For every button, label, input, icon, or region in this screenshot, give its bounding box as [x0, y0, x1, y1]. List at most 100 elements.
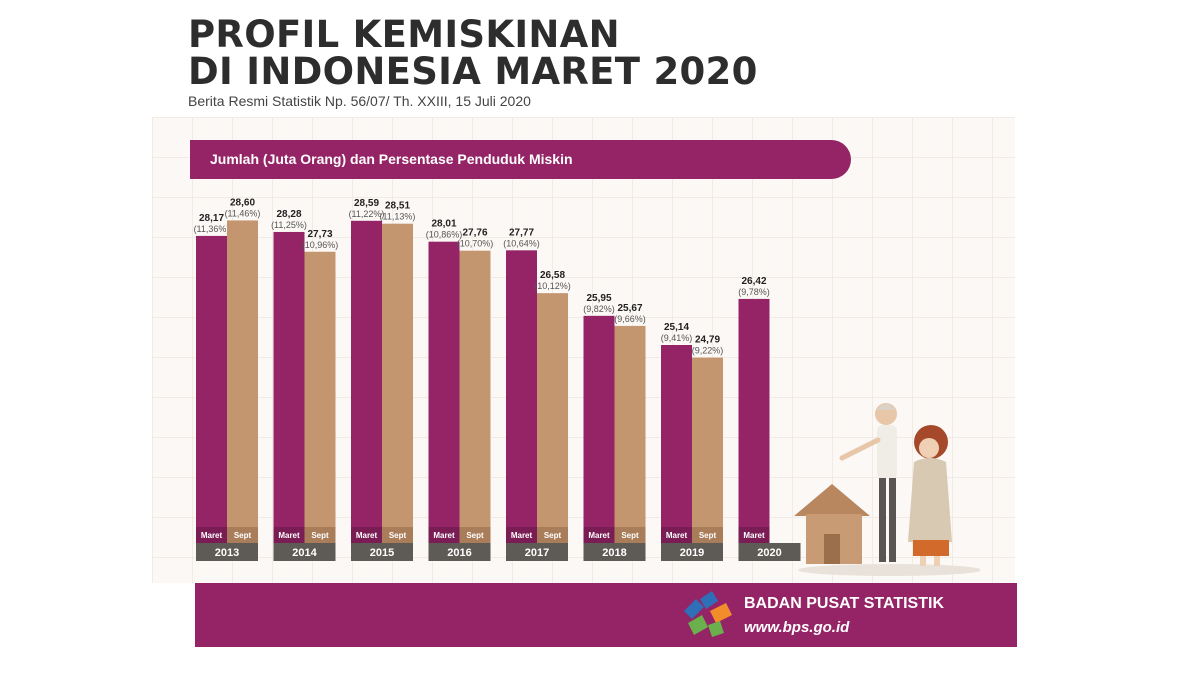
value-label-sept-2013: 28,60 — [230, 197, 255, 208]
agency-website[interactable]: www.bps.go.id — [744, 619, 850, 636]
page-title-line-1: PROFIL KEMISKINAN — [188, 13, 620, 56]
value-label-maret-2014: 28,28 — [276, 209, 301, 220]
bar-maret-2018 — [583, 315, 615, 543]
percent-label-sept-2019: (9,22%) — [692, 346, 724, 356]
series-tag-sept-2018: Sept — [621, 531, 639, 540]
percent-label-sept-2013: (11,46%) — [225, 208, 261, 218]
series-tag-bg-sept-2016 — [459, 527, 491, 543]
value-label-maret-2016: 28,01 — [431, 219, 456, 230]
series-tag-sept-2014: Sept — [311, 531, 329, 540]
value-label-maret-2019: 25,14 — [664, 322, 689, 333]
series-tag-bg-sept-2018 — [614, 527, 646, 543]
bps-logo-icon — [684, 591, 732, 637]
x-tick-2015: 2015 — [370, 547, 394, 559]
bar-maret-2017 — [506, 250, 537, 543]
percent-label-maret-2013: (11,36%) — [194, 224, 230, 234]
series-tag-bg-maret-2018 — [583, 527, 615, 543]
value-label-maret-2020: 26,42 — [741, 276, 766, 287]
chart-title: Jumlah (Juta Orang) dan Persentase Pendu… — [210, 151, 573, 167]
page-subtitle: Berita Resmi Statistik Np. 56/07/ Th. XX… — [188, 93, 531, 109]
series-tag-bg-sept-2017 — [537, 527, 568, 543]
x-tick-2020: 2020 — [757, 547, 781, 559]
bar-sept-2019 — [692, 357, 723, 543]
page-title: PROFIL KEMISKINAN DI INDONESIA MARET 202… — [188, 16, 758, 90]
percent-label-maret-2016: (10,86%) — [426, 230, 463, 240]
series-tag-bg-sept-2019 — [692, 527, 723, 543]
year-band-2020 — [738, 543, 801, 561]
series-tag-sept-2013: Sept — [234, 531, 252, 540]
series-tag-bg-maret-2019 — [661, 527, 692, 543]
series-tag-sept-2019: Sept — [699, 531, 717, 540]
series-tag-maret-2013: Maret — [201, 531, 223, 540]
bar-sept-2016 — [459, 250, 491, 543]
value-label-sept-2019: 24,79 — [695, 335, 720, 346]
bar-maret-2014 — [273, 231, 305, 543]
percent-label-sept-2015: (11,13%) — [380, 212, 416, 222]
bar-sept-2018 — [614, 325, 646, 543]
series-tag-maret-2019: Maret — [666, 531, 688, 540]
value-label-maret-2017: 27,77 — [509, 227, 534, 238]
value-label-sept-2015: 28,51 — [385, 201, 410, 212]
x-tick-2014: 2014 — [292, 547, 317, 559]
series-tag-maret-2020: Maret — [743, 531, 765, 540]
bar-sept-2013 — [227, 220, 258, 543]
series-tag-bg-maret-2013 — [196, 527, 227, 543]
value-label-sept-2014: 27,73 — [307, 229, 332, 240]
series-tag-sept-2015: Sept — [389, 531, 407, 540]
page-title-line-2: DI INDONESIA MARET 2020 — [188, 50, 758, 93]
bar-sept-2017 — [537, 293, 568, 543]
bar-sept-2014 — [304, 251, 336, 543]
footer-band — [195, 583, 1017, 647]
year-band-2015 — [351, 543, 413, 561]
percent-label-sept-2014: (10,96%) — [302, 240, 339, 250]
bar-maret-2013 — [196, 235, 227, 544]
x-tick-2018: 2018 — [602, 547, 626, 559]
series-tag-maret-2018: Maret — [588, 531, 610, 540]
value-label-sept-2018: 25,67 — [617, 303, 642, 314]
year-band-2014 — [273, 543, 336, 561]
chart-title-banner: Jumlah (Juta Orang) dan Persentase Pendu… — [190, 140, 851, 179]
series-tag-bg-sept-2014 — [304, 527, 336, 543]
bar-maret-2016 — [428, 241, 460, 543]
series-tag-bg-maret-2014 — [273, 527, 305, 543]
percent-label-maret-2014: (11,25%) — [271, 220, 307, 230]
series-tag-sept-2017: Sept — [544, 531, 562, 540]
series-tag-bg-maret-2020 — [738, 527, 770, 543]
year-band-2019 — [661, 543, 723, 561]
year-band-2018 — [583, 543, 646, 561]
series-tag-bg-sept-2013 — [227, 527, 258, 543]
series-tag-maret-2014: Maret — [278, 531, 300, 540]
series-tag-bg-maret-2017 — [506, 527, 537, 543]
x-tick-2016: 2016 — [447, 547, 471, 559]
year-band-2016 — [428, 543, 491, 561]
percent-label-maret-2020: (9,78%) — [738, 287, 770, 297]
x-tick-2019: 2019 — [680, 547, 704, 559]
value-label-maret-2015: 28,59 — [354, 198, 379, 209]
bar-maret-2019 — [661, 345, 692, 543]
percent-label-maret-2015: (11,22%) — [349, 209, 385, 219]
series-tag-maret-2015: Maret — [356, 531, 378, 540]
x-tick-2017: 2017 — [525, 547, 549, 559]
percent-label-sept-2017: (10,12%) — [534, 281, 571, 291]
series-tag-maret-2016: Maret — [433, 531, 455, 540]
percent-label-maret-2019: (9,41%) — [661, 333, 693, 343]
value-label-sept-2017: 26,58 — [540, 270, 565, 281]
x-tick-2013: 2013 — [215, 547, 239, 559]
percent-label-maret-2018: (9,82%) — [583, 304, 615, 314]
series-tag-sept-2016: Sept — [466, 531, 484, 540]
percent-label-sept-2018: (9,66%) — [614, 314, 646, 324]
series-tag-bg-sept-2015 — [382, 527, 413, 543]
bar-sept-2015 — [382, 223, 413, 543]
value-label-maret-2018: 25,95 — [586, 293, 611, 304]
percent-label-sept-2016: (10,70%) — [457, 239, 494, 249]
value-label-maret-2013: 28,17 — [199, 213, 224, 224]
year-band-2017 — [506, 543, 568, 561]
bar-maret-2020 — [738, 298, 770, 543]
year-band-2013 — [196, 543, 258, 561]
elderly-couple-house-icon — [794, 403, 980, 576]
series-tag-bg-maret-2016 — [428, 527, 460, 543]
percent-label-maret-2017: (10,64%) — [503, 238, 540, 248]
agency-name: BADAN PUSAT STATISTIK — [744, 595, 944, 612]
value-label-sept-2016: 27,76 — [462, 228, 487, 239]
